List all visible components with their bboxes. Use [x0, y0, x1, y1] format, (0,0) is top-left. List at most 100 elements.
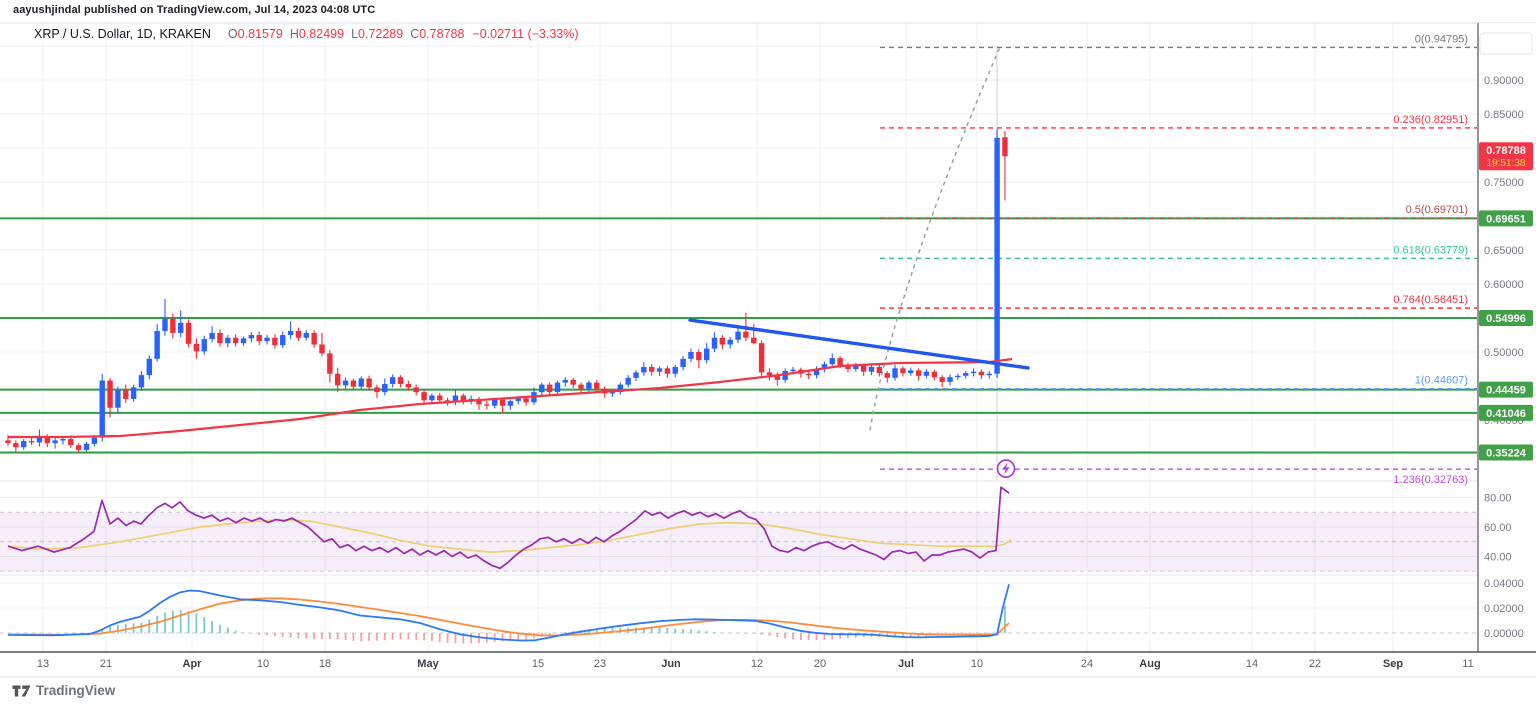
candle	[382, 383, 388, 393]
fib-label: 0(0.94795)	[1415, 33, 1468, 45]
lightning-bolt-icon[interactable]	[1002, 462, 1010, 475]
candle	[162, 318, 168, 331]
candle	[884, 373, 890, 378]
candle	[366, 378, 372, 388]
candle	[499, 399, 506, 406]
candle	[790, 369, 796, 372]
tradingview-logo: TradingView	[12, 683, 115, 698]
candle	[664, 368, 671, 374]
candle	[240, 338, 247, 344]
price-axis-label: 0.75000	[1484, 177, 1524, 189]
tradingview-logo-text: TradingView	[36, 683, 116, 698]
candle	[303, 332, 309, 338]
chart-legend: XRP / U.S. Dollar, 1D, KRAKEN O0.81579 H0.…	[34, 27, 579, 41]
candle	[350, 380, 357, 387]
candle	[217, 332, 223, 344]
time-axis-label: 21	[100, 658, 112, 670]
price-level-badge	[1479, 210, 1533, 227]
low-label: L	[351, 27, 359, 41]
candle	[421, 392, 427, 401]
candle	[711, 337, 718, 349]
candle	[908, 370, 914, 374]
candle	[931, 371, 937, 378]
candle	[751, 337, 757, 344]
candle	[939, 377, 945, 382]
candle	[594, 382, 600, 389]
candle	[963, 373, 969, 376]
close-value: 0.78788	[419, 27, 465, 41]
candle	[256, 335, 262, 342]
time-axis-bg	[0, 652, 1536, 677]
projection-trendline[interactable]	[869, 46, 1001, 431]
candle	[782, 371, 788, 380]
candle	[994, 137, 1000, 374]
candle	[546, 384, 553, 393]
time-axis-label: 24	[1081, 658, 1093, 670]
trendline[interactable]	[688, 318, 1030, 370]
candle	[83, 443, 90, 450]
price-axis-label: 0.65000	[1484, 245, 1524, 257]
candle	[460, 395, 466, 402]
candle	[13, 443, 19, 448]
candle	[36, 437, 43, 443]
rsi-axis-label: 60.00	[1484, 522, 1512, 534]
candle	[123, 390, 129, 399]
candle	[625, 377, 631, 385]
candle	[515, 398, 521, 401]
time-axis-label: 20	[814, 658, 826, 670]
candle	[264, 337, 270, 342]
candle	[437, 395, 443, 401]
candle	[60, 439, 66, 441]
candle	[696, 352, 702, 361]
time-axis-label: 18	[319, 658, 331, 670]
time-axis-label: May	[417, 658, 439, 670]
candle	[570, 379, 576, 385]
price-axis-label: 0.90000	[1484, 75, 1524, 87]
candle	[868, 366, 875, 372]
candle	[845, 364, 851, 369]
candle	[287, 330, 294, 335]
candle	[484, 404, 490, 406]
price-level-badge-text: 0.69651	[1486, 213, 1526, 225]
candle	[232, 337, 239, 344]
candle	[727, 339, 733, 345]
candle	[829, 358, 835, 365]
price-level-badge-text: 0.44459	[1486, 385, 1526, 397]
candle	[358, 378, 364, 387]
candle	[185, 322, 192, 344]
candle	[138, 375, 145, 388]
time-axis-label: 22	[1309, 658, 1321, 670]
candle	[876, 366, 883, 374]
candle	[68, 439, 74, 446]
candle	[413, 387, 419, 393]
rsi-axis-label: 40.00	[1484, 552, 1512, 564]
tradingview-logo-icon	[12, 685, 31, 696]
candle	[248, 335, 255, 339]
candle	[492, 399, 498, 406]
candle	[44, 437, 50, 444]
candle	[978, 371, 985, 376]
candle	[28, 441, 35, 443]
price-level-badge-text: 0.54996	[1486, 313, 1526, 325]
candle	[107, 380, 113, 408]
candle	[319, 344, 325, 354]
time-axis-label: Jun	[661, 658, 681, 670]
candle	[91, 437, 98, 444]
fib-label: 1(0.44607)	[1415, 375, 1468, 387]
candle	[672, 366, 678, 374]
rsi-line	[7, 486, 1010, 570]
candle	[853, 365, 859, 369]
price-axis-label: 0.60000	[1484, 279, 1524, 291]
time-axis-label: Apr	[183, 658, 203, 670]
macd-axis-label: 0.04000	[1484, 578, 1524, 590]
candle	[374, 387, 380, 393]
candle	[955, 375, 961, 378]
candle	[154, 330, 160, 359]
candle	[507, 400, 514, 406]
time-axis-label: 11	[1462, 658, 1473, 670]
candle	[586, 382, 592, 389]
price-level-badge-text: 0.41046	[1486, 408, 1526, 420]
candle	[476, 398, 482, 405]
candle	[719, 337, 726, 345]
